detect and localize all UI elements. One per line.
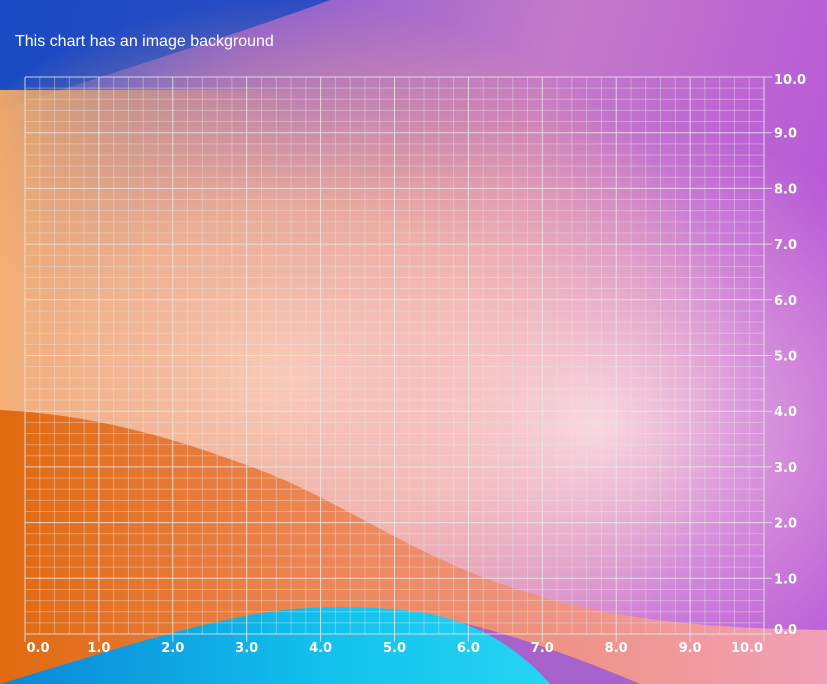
y-tick-label: 4.0: [774, 405, 797, 420]
x-tick-label: 8.0: [605, 641, 628, 656]
y-tick-label: 1.0: [774, 572, 797, 587]
y-tick-label: 0.0: [774, 623, 797, 638]
x-tick-label: 9.0: [679, 641, 702, 656]
x-tick-label: 6.0: [457, 641, 480, 656]
x-tick-label: 4.0: [309, 641, 332, 656]
y-tick-label: 5.0: [774, 350, 797, 365]
x-tick-label: 3.0: [235, 641, 258, 656]
y-tick-label: 7.0: [774, 238, 797, 253]
y-tick-label: 8.0: [774, 182, 797, 197]
chart-grid: [24, 76, 772, 642]
y-tick-label: 3.0: [774, 461, 797, 476]
y-tick-label: 2.0: [774, 517, 797, 532]
x-axis: 0.0 1.0 2.0 3.0 4.0 5.0 6.0 7.0 8.0 9.0 10.0: [26, 641, 763, 656]
x-tick-label: 10.0: [731, 641, 763, 656]
y-axis: 0.0 1.0 2.0 3.0 4.0 5.0 6.0 7.0 8.0 9.0 10.0: [774, 73, 806, 638]
y-tick-label: 10.0: [774, 73, 806, 88]
x-tick-label: 0.0: [26, 641, 49, 656]
chart-title: This chart has an image background: [15, 33, 274, 50]
x-tick-label: 5.0: [383, 641, 406, 656]
x-tick-label: 7.0: [531, 641, 554, 656]
y-tick-label: 9.0: [774, 127, 797, 142]
x-tick-label: 2.0: [161, 641, 184, 656]
y-tick-label: 6.0: [774, 294, 797, 309]
x-tick-label: 1.0: [87, 641, 110, 656]
